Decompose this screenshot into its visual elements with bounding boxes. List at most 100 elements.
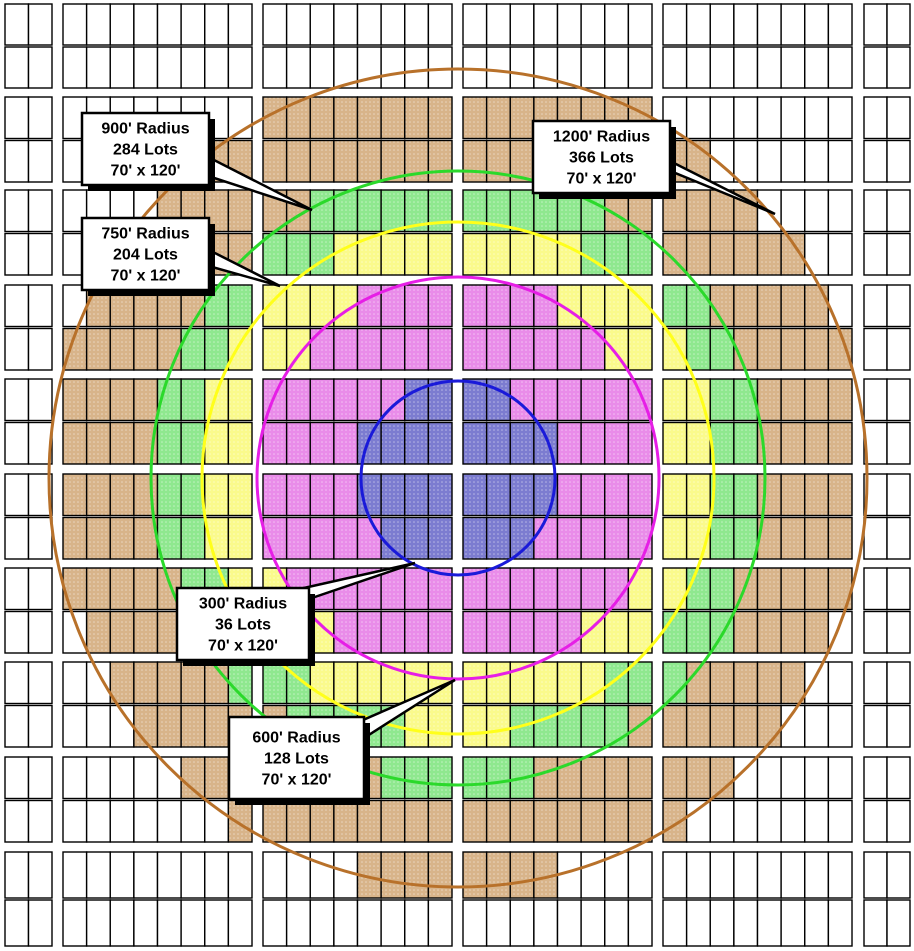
- lot-900-zone: [709, 567, 735, 611]
- lot: [827, 610, 853, 654]
- lot-1200-zone: [485, 96, 511, 140]
- callout-radius-300: 300' Radius 36 Lots 70' x 120': [175, 561, 416, 666]
- lot-1200-zone: [309, 139, 335, 183]
- lot-600-zone: [485, 327, 511, 371]
- lot-1200-zone: [109, 327, 135, 371]
- lot-900-zone: [427, 756, 453, 800]
- lot-600-zone: [356, 378, 382, 422]
- lot: [109, 799, 135, 843]
- lot-600-zone: [262, 421, 288, 465]
- lot: [180, 3, 206, 46]
- lot: [27, 3, 53, 46]
- lot-750-zone: [462, 232, 488, 276]
- lot: [863, 704, 888, 748]
- lot-600-zone: [580, 516, 606, 560]
- lot: [133, 851, 159, 899]
- lot-300-zone: [427, 378, 453, 422]
- lot: [627, 46, 653, 89]
- lot-750-zone: [285, 327, 311, 371]
- lot-1200-zone: [709, 704, 735, 748]
- lot: [404, 46, 430, 89]
- lot-600-zone: [627, 473, 653, 517]
- lot-900-zone: [627, 232, 653, 276]
- lot: [85, 46, 111, 89]
- lot: [580, 3, 606, 46]
- lot-750-zone: [227, 327, 253, 371]
- lot-600-zone: [509, 567, 535, 611]
- lot-1200-zone: [62, 378, 88, 422]
- lot: [863, 899, 888, 947]
- lot: [886, 899, 911, 947]
- lot-750-zone: [533, 661, 559, 705]
- lot: [109, 899, 135, 947]
- lot-750-zone: [227, 378, 253, 422]
- lot: [804, 96, 830, 140]
- lot-1200-zone: [85, 567, 111, 611]
- lot-900-zone: [180, 421, 206, 465]
- lot-1200-zone: [262, 139, 288, 183]
- lot-750-zone: [462, 704, 488, 748]
- lot: [804, 899, 830, 947]
- lot: [709, 851, 735, 899]
- lot: [27, 851, 53, 899]
- lot-1200-zone: [756, 610, 782, 654]
- lot-900-zone: [627, 661, 653, 705]
- lot-900-zone: [733, 473, 759, 517]
- lot: [4, 516, 30, 560]
- lot: [827, 46, 853, 89]
- callout-lot-size: 70' x 120': [111, 163, 181, 180]
- lot-1200-zone: [780, 567, 806, 611]
- lot: [156, 799, 182, 843]
- lot-600-zone: [404, 284, 430, 328]
- lot: [780, 756, 806, 800]
- radius-750-ring: [200, 220, 716, 736]
- lot: [4, 567, 30, 611]
- lot-750-zone: [556, 661, 582, 705]
- callout-radius-label: 300' Radius: [199, 596, 287, 613]
- lot: [27, 327, 53, 371]
- lot-1200-zone: [333, 799, 359, 843]
- lot-600-zone: [427, 567, 453, 611]
- lot: [509, 3, 535, 46]
- lot-1200-zone: [627, 799, 653, 843]
- lot: [827, 284, 853, 328]
- lot-1200-zone: [827, 421, 853, 465]
- lot-900-zone: [733, 516, 759, 560]
- lot-1200-zone: [85, 378, 111, 422]
- lot-750-zone: [556, 232, 582, 276]
- lot: [709, 46, 735, 89]
- callout-lot-size: 70' x 120': [567, 171, 637, 188]
- lot-900-zone: [356, 189, 382, 233]
- lot-750-zone: [285, 284, 311, 328]
- lot: [4, 756, 30, 800]
- lot-600-zone: [627, 421, 653, 465]
- lot-1200-zone: [380, 96, 406, 140]
- callout-radius-900: 900' Radius 284 Lots 70' x 120': [80, 111, 313, 212]
- lot: [485, 3, 511, 46]
- lot: [62, 799, 88, 843]
- lot-1200-zone: [756, 232, 782, 276]
- lot-1200-zone: [780, 284, 806, 328]
- lot-900-zone: [509, 189, 535, 233]
- lot: [886, 3, 911, 46]
- lot: [4, 3, 30, 46]
- lot-900-zone: [685, 284, 711, 328]
- lot-1200-zone: [827, 473, 853, 517]
- lot: [27, 661, 53, 705]
- lot: [886, 756, 911, 800]
- lot-1200-zone: [309, 799, 335, 843]
- lot-1200-zone: [733, 704, 759, 748]
- lot: [886, 567, 911, 611]
- lot-900-zone: [462, 756, 488, 800]
- lot: [604, 46, 630, 89]
- lot: [133, 799, 159, 843]
- lot-1200-zone: [133, 327, 159, 371]
- lot-1200-zone: [85, 421, 111, 465]
- lot: [462, 46, 488, 89]
- lot-1200-zone: [827, 516, 853, 560]
- lot: [109, 851, 135, 899]
- lot-750-zone: [227, 421, 253, 465]
- lot: [4, 189, 30, 233]
